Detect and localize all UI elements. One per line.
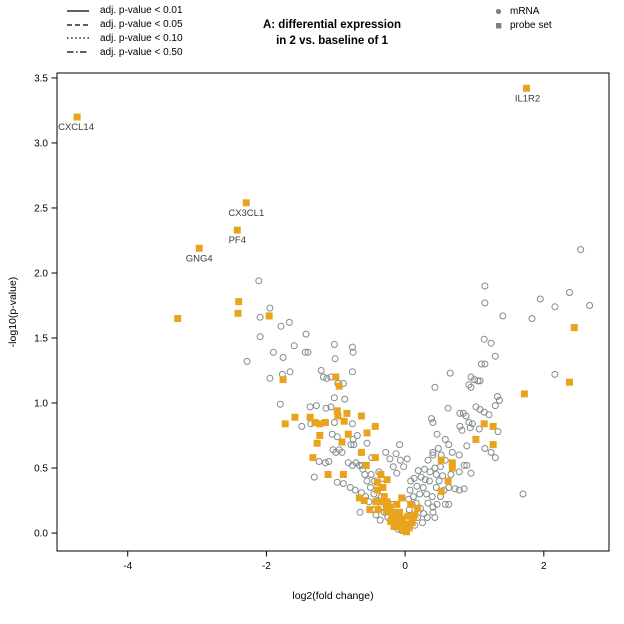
svg-text:0.5: 0.5 bbox=[34, 464, 48, 475]
y-axis-label: -log10(p-value) bbox=[7, 276, 19, 348]
svg-text:1.5: 1.5 bbox=[34, 334, 48, 345]
legend-label: adj. p-value < 0.05 bbox=[100, 19, 183, 31]
svg-text:CXCL14: CXCL14 bbox=[58, 122, 94, 133]
svg-text:-4: -4 bbox=[123, 561, 132, 572]
svg-text:-2: -2 bbox=[262, 561, 271, 572]
legend-label: mRNA bbox=[510, 6, 540, 18]
pvalue-threshold-legend: adj. p-value < 0.01 adj. p-value < 0.05 … bbox=[67, 4, 183, 59]
legend-row-p005: adj. p-value < 0.05 bbox=[67, 18, 183, 32]
svg-text:0.0: 0.0 bbox=[34, 529, 48, 540]
legend-row-mrna: mRNA bbox=[493, 5, 552, 19]
legend-row-p010: adj. p-value < 0.10 bbox=[67, 32, 183, 46]
chart-title: A: differential expression in 2 vs. base… bbox=[162, 17, 502, 49]
chart-title-line1: A: differential expression bbox=[262, 19, 402, 31]
svg-text:2.0: 2.0 bbox=[34, 268, 48, 279]
svg-text:0: 0 bbox=[402, 561, 408, 572]
marker-legend: mRNA probe set bbox=[493, 5, 552, 32]
legend-row-p050: adj. p-value < 0.50 bbox=[67, 45, 183, 59]
svg-text:CX3CL1: CX3CL1 bbox=[228, 208, 264, 219]
legend-label: adj. p-value < 0.01 bbox=[100, 5, 183, 17]
svg-text:1.0: 1.0 bbox=[34, 399, 48, 410]
probe-set-square-icon bbox=[496, 22, 502, 29]
chart-title-line2: in 2 vs. baseline of 1 bbox=[276, 35, 388, 47]
dashed-line-icon bbox=[67, 24, 89, 26]
dotted-line-icon bbox=[67, 37, 89, 40]
svg-text:PF4: PF4 bbox=[229, 235, 246, 246]
svg-text:2: 2 bbox=[541, 561, 547, 572]
legend-label: adj. p-value < 0.50 bbox=[100, 46, 183, 58]
x-axis-label: log2(fold change) bbox=[292, 590, 374, 602]
dashdot-line-icon bbox=[67, 51, 89, 53]
legend-label: probe set bbox=[510, 19, 552, 31]
svg-text:GNG4: GNG4 bbox=[186, 253, 213, 264]
mrna-circle-icon bbox=[495, 9, 502, 15]
legend-row-probe-set: probe set bbox=[493, 19, 552, 33]
svg-text:2.5: 2.5 bbox=[34, 203, 48, 214]
svg-text:3.5: 3.5 bbox=[34, 73, 48, 84]
legend-label: adj. p-value < 0.10 bbox=[100, 32, 183, 44]
svg-text:IL1R2: IL1R2 bbox=[515, 93, 540, 104]
legend-row-p001: adj. p-value < 0.01 bbox=[67, 4, 183, 18]
svg-text:3.0: 3.0 bbox=[34, 138, 48, 149]
solid-line-icon bbox=[67, 10, 89, 12]
